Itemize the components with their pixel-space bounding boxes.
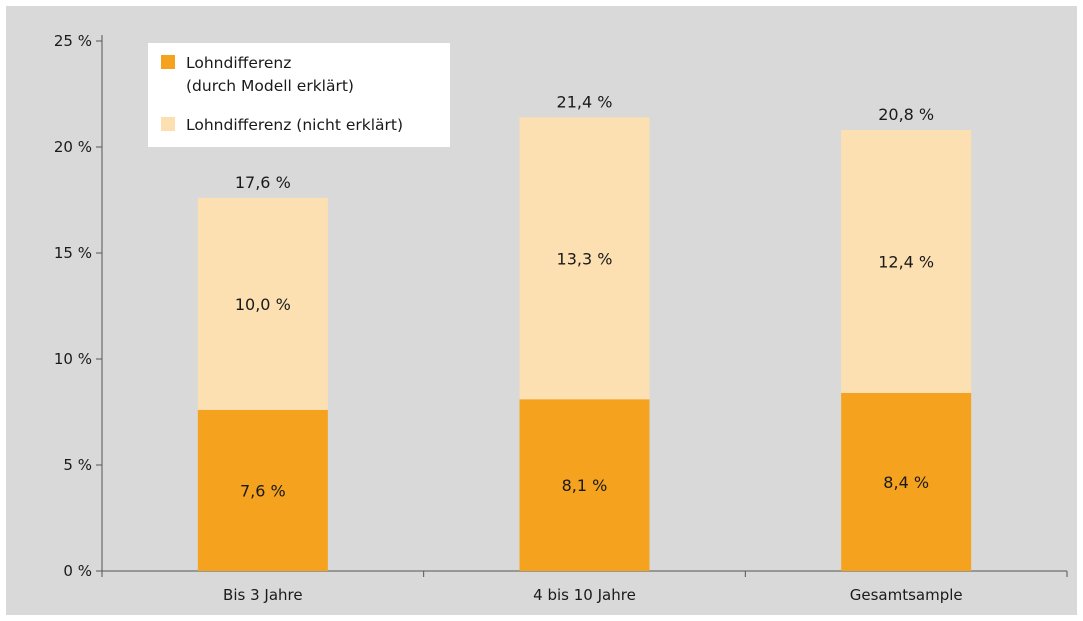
bar-value-label: 10,0 %	[235, 295, 291, 314]
bar-segment-explained	[519, 399, 650, 571]
bar-value-label: 7,6 %	[240, 481, 286, 500]
legend: Lohndifferenz (durch Modell erklärt) Loh…	[148, 43, 450, 147]
bar-total-label: 20,8 %	[878, 105, 934, 124]
bar-value-label: 8,4 %	[883, 473, 929, 492]
bar-total-label: 17,6 %	[235, 173, 291, 192]
legend-box	[148, 43, 450, 147]
bar-value-label: 12,4 %	[878, 252, 934, 271]
bar-total-label: 21,4 %	[557, 92, 613, 111]
bar-segment-unexplained	[519, 117, 650, 400]
legend-swatch-explained	[161, 55, 175, 69]
y-tick-label: 20 %	[54, 138, 92, 156]
bar-value-label: 8,1 %	[562, 476, 608, 495]
value-labels: 7,6 % 10,0 % 17,6 % 8,1 % 13,3 % 21,4 % 8,4 % 1…	[235, 92, 934, 500]
y-tick-label: 25 %	[54, 32, 92, 50]
y-tick-label: 15 %	[54, 244, 92, 262]
legend-label-unexplained: Lohndifferenz (nicht erklärt)	[186, 116, 403, 134]
bar-segment-explained	[841, 392, 972, 571]
x-category-label: Bis 3 Jahre	[223, 586, 303, 604]
legend-swatch-unexplained	[161, 117, 175, 131]
y-tick-label: 10 %	[54, 350, 92, 368]
y-tick-label: 0 %	[63, 562, 92, 580]
x-category-label: Gesamtsample	[850, 586, 963, 604]
x-category-label: 4 bis 10 Jahre	[533, 586, 636, 604]
legend-label-explained-line2: (durch Modell erklärt)	[186, 77, 354, 95]
bar-segment-unexplained	[197, 197, 328, 410]
legend-label-explained-line1: Lohndifferenz	[186, 54, 291, 72]
bar-segment-explained	[197, 409, 328, 571]
bar-value-label: 13,3 %	[557, 249, 613, 268]
bar-segment-unexplained	[841, 130, 972, 393]
y-tick-label: 5 %	[63, 456, 92, 474]
bars	[197, 117, 972, 571]
